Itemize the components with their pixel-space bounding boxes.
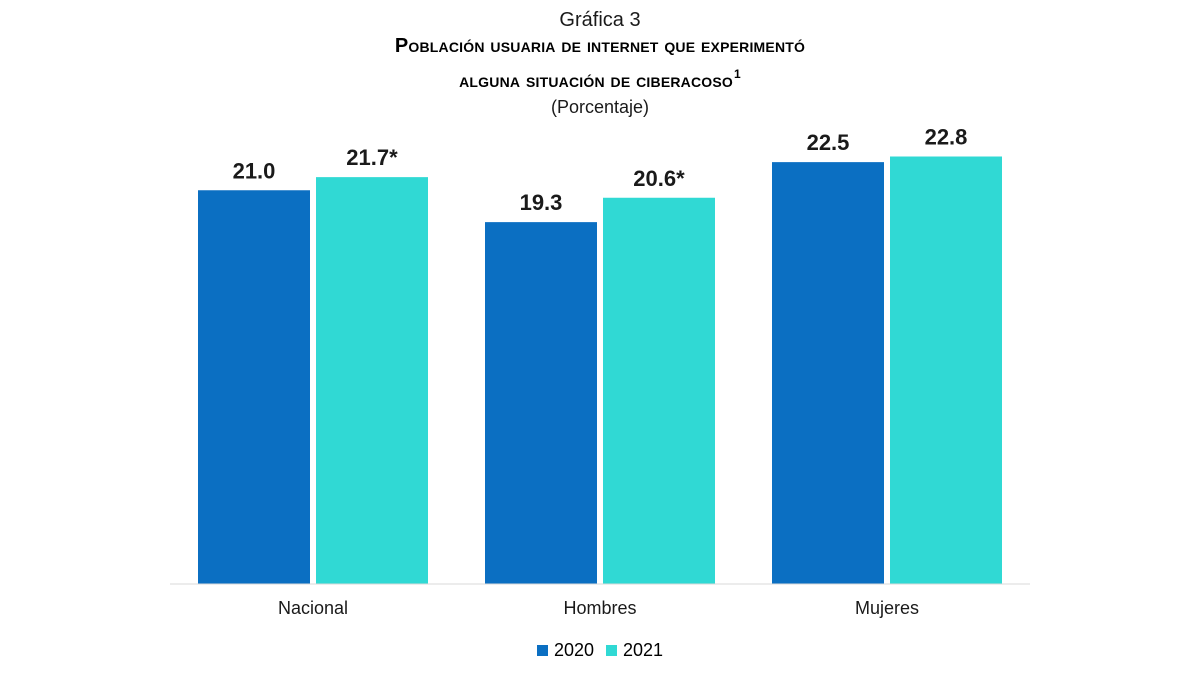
data-label-nacional-2020: 21.0: [233, 158, 276, 183]
chart-label: Gráfica 3: [559, 9, 641, 31]
category-labels-layer: Nacional Hombres Mujeres: [278, 598, 919, 618]
title-footnote-marker: 1: [734, 67, 741, 81]
legend-item-2021: 2021: [606, 640, 663, 661]
data-label-mujeres-2020: 22.5: [807, 130, 850, 155]
bars-layer: [198, 156, 1002, 584]
legend-swatch-2021: [606, 645, 617, 656]
data-label-hombres-2021: 20.6*: [633, 166, 685, 191]
bar-nacional-2020: [198, 190, 310, 584]
legend-label-2021: 2021: [623, 640, 664, 660]
category-label-mujeres: Mujeres: [855, 598, 919, 618]
legend-swatch-2020: [536, 645, 548, 656]
bar-hombres-2020: [485, 222, 597, 584]
chart-title-line-2-text: alguna situación de ciberacoso: [459, 70, 734, 92]
category-label-nacional: Nacional: [278, 598, 348, 618]
bar-mujeres-2021: [890, 156, 1002, 584]
data-label-nacional-2021: 21.7*: [346, 145, 398, 170]
chart-title-line-1: Población usuaria de internet que experi…: [394, 35, 806, 57]
chart-header: Gráfica 3 Población usuaria de internet …: [0, 8, 1200, 119]
category-label-hombres: Hombres: [563, 598, 636, 618]
chart-subtitle: (Porcentaje): [550, 97, 650, 117]
legend-item-2020: 2020: [536, 640, 594, 661]
chart-title-line-2: alguna situación de ciberacoso1: [0, 60, 1200, 95]
bar-mujeres-2020: [772, 162, 884, 584]
data-label-mujeres-2021: 22.8: [925, 125, 968, 150]
legend: 2020 2021: [0, 640, 1200, 661]
legend-label-2020: 2020: [553, 640, 594, 660]
data-label-hombres-2020: 19.3: [520, 190, 563, 215]
bar-nacional-2021: [316, 177, 428, 584]
bar-hombres-2021: [603, 197, 715, 584]
data-labels-layer: 21.0 21.7* 19.3 20.6* 22.5 22.8: [233, 125, 968, 216]
